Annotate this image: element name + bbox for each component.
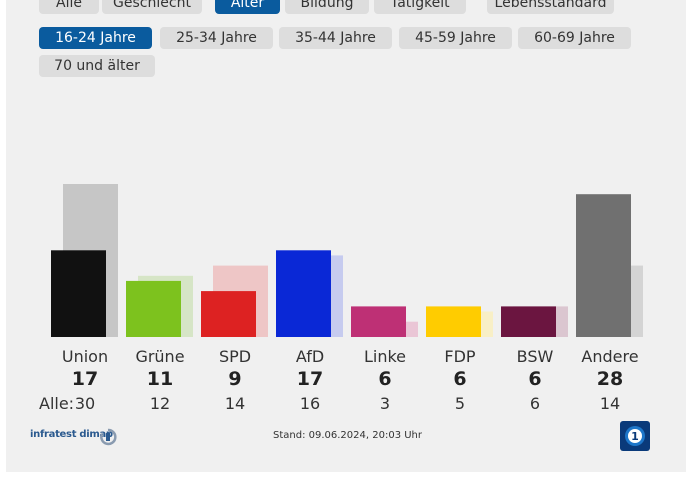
value-label-7: 6 — [528, 368, 541, 390]
value-label-8: 28 — [597, 368, 623, 390]
svg-text:1: 1 — [631, 430, 639, 443]
bar-1 — [51, 250, 106, 337]
value-label-3: 9 — [228, 368, 241, 390]
party-label-3: SPD — [219, 347, 251, 366]
prev-value-label-8: 14 — [600, 394, 620, 413]
filter-tab-2[interactable]: Geschlecht — [102, 0, 202, 14]
value-label-5: 6 — [378, 368, 391, 390]
party-label-4: AfD — [296, 347, 324, 366]
value-label-2: 11 — [147, 368, 173, 390]
age-tab-6[interactable]: 70 und älter — [39, 55, 155, 77]
party-label-6: FDP — [444, 347, 476, 366]
prev-value-label-6: 5 — [455, 394, 465, 413]
prev-value-label-7: 6 — [530, 394, 540, 413]
prev-value-label-5: 3 — [380, 394, 390, 413]
prev-prefix-label: Alle: — [39, 394, 74, 413]
prev-value-label-4: 16 — [300, 394, 320, 413]
age-tab-3[interactable]: 35-44 Jahre — [279, 27, 392, 49]
bar-7 — [501, 306, 556, 337]
age-tab-2[interactable]: 25-34 Jahre — [160, 27, 273, 49]
age-tab-5[interactable]: 60-69 Jahre — [518, 27, 631, 49]
party-label-1: Union — [62, 347, 108, 366]
bar-4 — [276, 250, 331, 337]
value-label-1: 17 — [72, 368, 98, 390]
prev-value-label-3: 14 — [225, 394, 245, 413]
chart-panel: Alle Geschlecht Alter Bildung Tätigkeit Leben… — [6, 0, 686, 472]
party-label-5: Linke — [364, 347, 406, 366]
filter-tab-1[interactable]: Alle — [39, 0, 99, 14]
bar-8 — [576, 194, 631, 337]
bar-3 — [201, 291, 256, 337]
age-tab-1[interactable]: 16-24 Jahre — [39, 27, 152, 49]
source-logo-icon — [100, 428, 117, 446]
filter-tab-6[interactable]: Lebensstandard — [487, 0, 614, 14]
filter-tab-4[interactable]: Bildung — [285, 0, 369, 14]
filter-tab-3[interactable]: Alter — [215, 0, 280, 14]
source-logo-text: infratest dimap — [30, 429, 113, 440]
prev-value-label-1: 30 — [75, 394, 95, 413]
timestamp: Stand: 09.06.2024, 20:03 Uhr — [273, 430, 423, 441]
filter-tab-5[interactable]: Tätigkeit — [374, 0, 466, 14]
party-label-8: Andere — [581, 347, 638, 366]
value-label-6: 6 — [453, 368, 466, 390]
prev-value-label-2: 12 — [150, 394, 170, 413]
bar-2 — [126, 280, 181, 337]
party-label-2: Grüne — [135, 347, 184, 366]
value-label-4: 17 — [297, 368, 323, 390]
bar-6 — [426, 306, 481, 337]
party-label-7: BSW — [517, 347, 554, 366]
tagesschau-logo-icon[interactable]: 1 — [620, 421, 650, 451]
age-tab-4[interactable]: 45-59 Jahre — [399, 27, 512, 49]
bar-5 — [351, 306, 406, 337]
